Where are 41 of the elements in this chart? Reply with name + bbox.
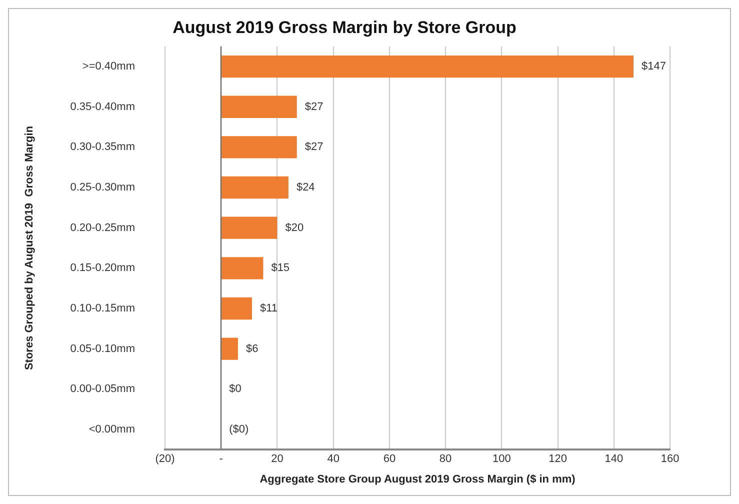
bar [222, 297, 252, 320]
data-label: $6 [246, 342, 258, 355]
x-tick-label: 160 [660, 453, 680, 466]
y-axis-title: Stores Grouped by August 2019 Gross Margin [24, 126, 36, 370]
x-tick-label: (20) [155, 453, 175, 466]
x-tick-label: 40 [327, 453, 340, 466]
chart-title: August 2019 Gross Margin by Store Group [172, 18, 516, 37]
y-tick-label: <0.00mm [88, 423, 136, 436]
data-label: $27 [304, 141, 324, 154]
data-label: $24 [296, 182, 315, 194]
y-tick-label: 0.00-0.05mm [70, 383, 136, 396]
bar [222, 96, 297, 118]
bar [222, 216, 278, 239]
y-tick-label: 0.20-0.25mm [70, 222, 136, 234]
data-label: $15 [271, 262, 290, 274]
x-tick-label: 120 [548, 453, 567, 466]
x-tick-label: - [219, 453, 224, 466]
data-label: $147 [642, 60, 666, 73]
data-label: $0 [229, 383, 242, 396]
y-tick-label: 0.15-0.20mm [70, 262, 136, 274]
y-tick-label: 0.25-0.30mm [70, 182, 136, 194]
data-label: $11 [260, 302, 278, 315]
y-tick-label: >=0.40mm [82, 60, 136, 73]
y-tick-label: 0.10-0.15mm [70, 302, 136, 315]
x-tick-label: 140 [604, 453, 624, 466]
bar [222, 176, 288, 199]
x-tick-label: 100 [492, 453, 511, 466]
bar [222, 55, 634, 78]
x-tick-label: 20 [271, 453, 284, 466]
bar [222, 257, 264, 280]
y-tick-label: 0.35-0.40mm [70, 100, 136, 113]
x-tick-label: 80 [439, 453, 452, 466]
x-axis-title: Aggregate Store Group August 2019 Gross Margin ($ in mm) [260, 473, 576, 486]
y-tick-label: 0.05-0.10mm [70, 342, 136, 355]
bar [222, 338, 238, 360]
y-tick-label: 0.30-0.35mm [70, 141, 136, 154]
data-label: ($0) [229, 423, 249, 436]
x-tick-label: 60 [383, 453, 396, 466]
bar [222, 136, 297, 158]
data-label: $27 [304, 100, 324, 113]
data-label: $20 [285, 222, 304, 234]
